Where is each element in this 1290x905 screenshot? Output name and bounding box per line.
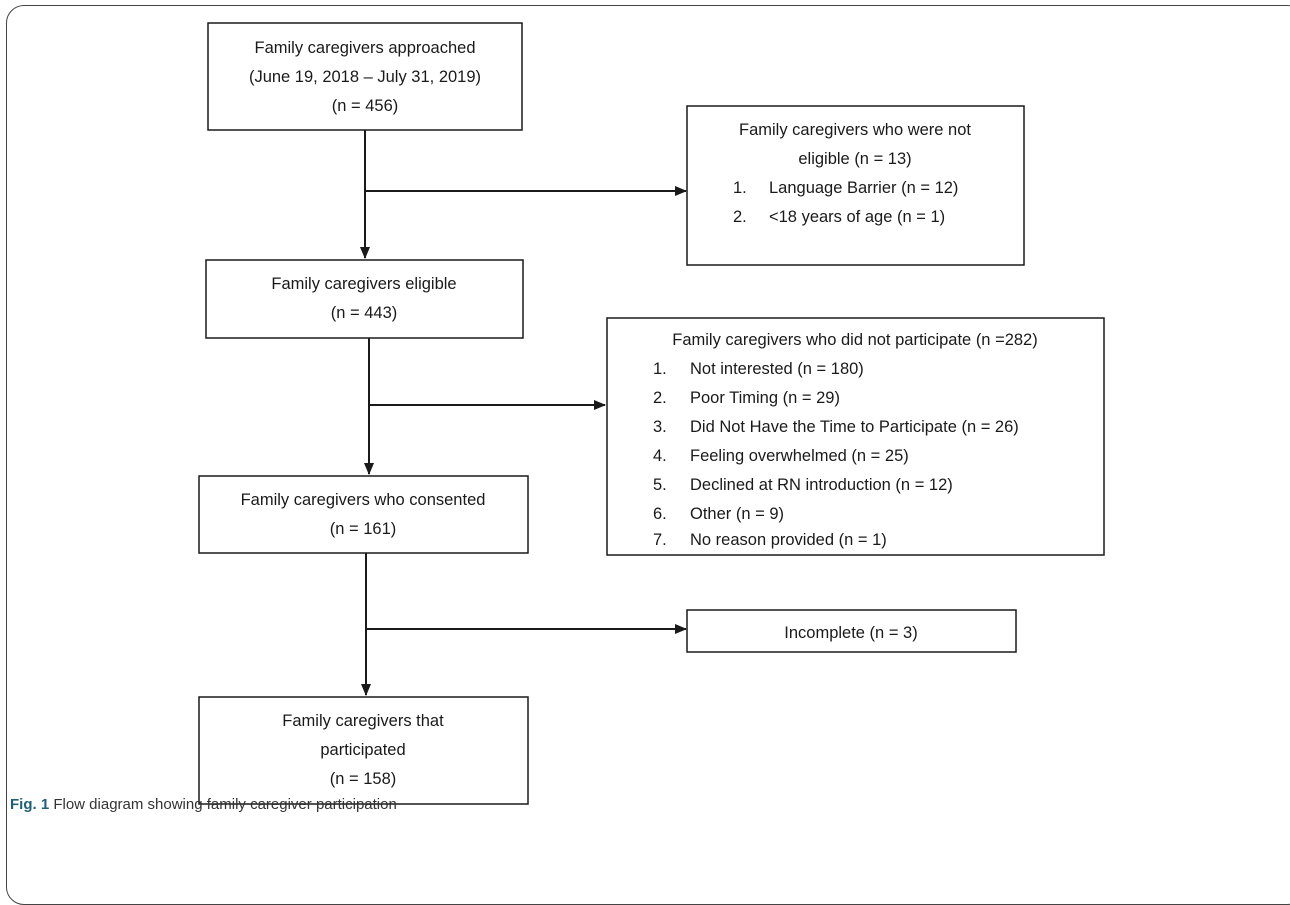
not-eligible-item-text: <18 years of age (n = 1) — [769, 208, 945, 226]
figure-caption-text: Flow diagram showing family caregiver pa… — [53, 796, 397, 813]
not-participate-title: Family caregivers who did not participat… — [672, 331, 1037, 349]
not-eligible-box — [686, 105, 1025, 266]
not-eligible-item-text: Language Barrier (n = 12) — [769, 179, 958, 197]
not-participate-item-num: 5. — [653, 476, 667, 494]
not-participate-item-text: Did Not Have the Time to Participate (n … — [690, 418, 1019, 436]
incomplete-label: Incomplete (n = 3) — [784, 624, 917, 642]
figure-caption: Fig. 1 Flow diagram showing family careg… — [10, 796, 397, 813]
not-participate-item-num: 3. — [653, 418, 667, 436]
eligible-count: (n = 443) — [331, 304, 398, 322]
not-participate-item-text: Declined at RN introduction (n = 12) — [690, 476, 953, 494]
flow-diagram: Family caregivers approached (June 19, 2… — [198, 22, 1105, 805]
not-participate-item-text: Feeling overwhelmed (n = 25) — [690, 447, 909, 465]
consented-count: (n = 161) — [330, 520, 397, 538]
consented-title: Family caregivers who consented — [241, 491, 486, 509]
not-participate-box — [606, 317, 1105, 556]
participated-subtitle: participated — [320, 741, 405, 759]
not-participate-item-text: Other (n = 9) — [690, 505, 784, 523]
approached-count: (n = 456) — [332, 97, 399, 115]
consented-box — [198, 475, 529, 554]
eligible-box — [205, 259, 524, 339]
participated-title: Family caregivers that — [282, 712, 444, 730]
incomplete-box — [686, 609, 1017, 653]
figure-label: Fig. 1 — [10, 796, 50, 813]
not-eligible-item-num: 1. — [733, 179, 747, 197]
not-eligible-title: Family caregivers who were not — [739, 121, 971, 139]
not-participate-item-text: Not interested (n = 180) — [690, 360, 864, 378]
not-participate-item-num: 6. — [653, 505, 667, 523]
not-participate-item-num: 2. — [653, 389, 667, 407]
not-eligible-item-num: 2. — [733, 208, 747, 226]
approached-title: Family caregivers approached — [254, 39, 475, 57]
approached-dates: (June 19, 2018 – July 31, 2019) — [249, 68, 481, 86]
not-participate-item-num: 4. — [653, 447, 667, 465]
eligible-title: Family caregivers eligible — [271, 275, 456, 293]
not-eligible-count: eligible (n = 13) — [798, 150, 911, 168]
not-participate-item-num: 7. — [653, 531, 667, 549]
participated-box — [198, 696, 529, 805]
not-participate-item-num: 1. — [653, 360, 667, 378]
not-participate-item-text: Poor Timing (n = 29) — [690, 389, 840, 407]
not-participate-item-text: No reason provided (n = 1) — [690, 531, 887, 549]
participated-count: (n = 158) — [330, 770, 397, 788]
